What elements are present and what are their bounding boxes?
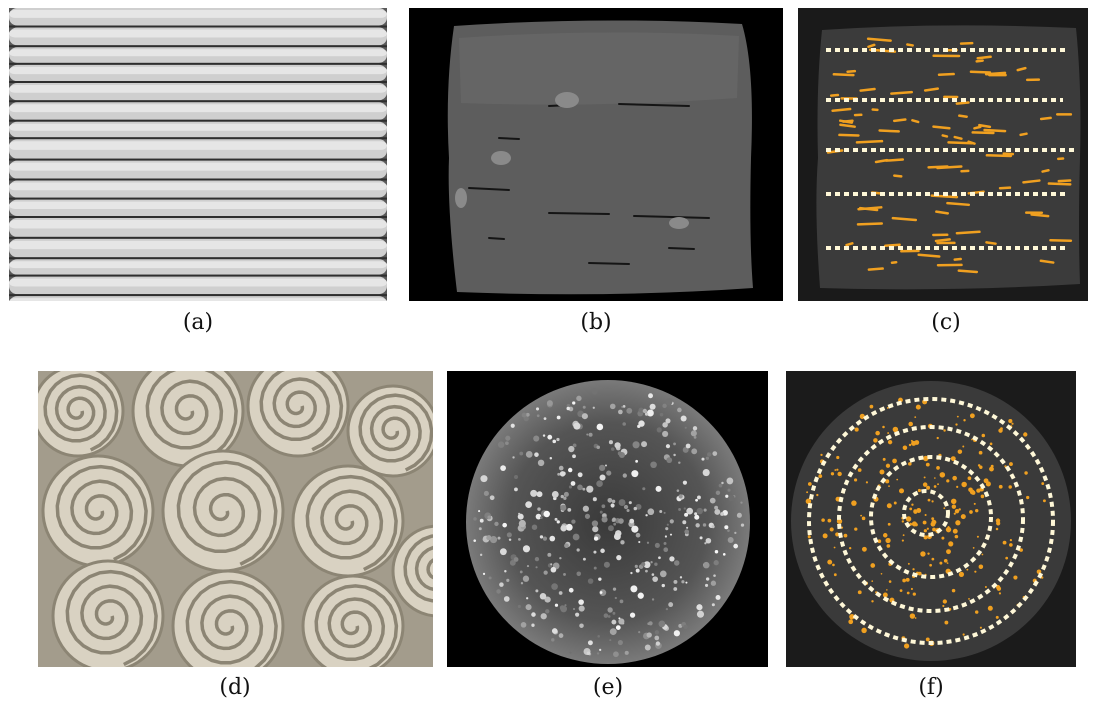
caption-e: (e): [592, 675, 624, 700]
panel-a-image: [9, 8, 387, 301]
caption-c: (c): [931, 310, 961, 335]
panel-d-image: [38, 371, 433, 667]
panel-b-image: [409, 8, 783, 301]
panel-e-image: [447, 371, 768, 667]
caption-f: (f): [918, 675, 944, 700]
caption-d: (d): [219, 675, 251, 700]
panel-f-image: [786, 371, 1076, 667]
caption-a: (a): [182, 310, 214, 335]
caption-b: (b): [580, 310, 612, 335]
panel-c-image: [798, 8, 1088, 301]
